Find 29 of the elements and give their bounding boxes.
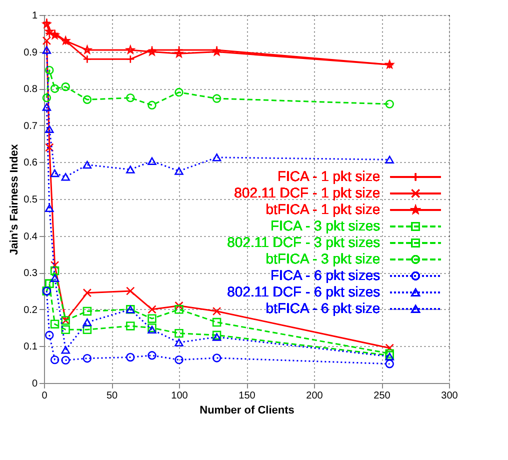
x-tick-label: 0 xyxy=(42,390,48,402)
x-tick-label: 50 xyxy=(106,390,118,402)
legend-label: 802.11 DCF - 3 pkt sizes xyxy=(227,234,380,250)
y-tick-label: 0 xyxy=(32,378,38,390)
y-tick-label: 0.9 xyxy=(24,47,38,58)
x-tick-label: 150 xyxy=(238,390,256,402)
x-tick-label: 200 xyxy=(306,390,324,402)
x-axis-title: Number of Clients xyxy=(200,404,294,416)
y-axis-title: Jain’s Fairness Index xyxy=(8,143,21,255)
legend-label: btFICA - 6 pkt size xyxy=(266,300,380,316)
legend-label: FICA - 3 pkt sizes xyxy=(270,217,380,234)
legend-label: btFICA - 3 pkt size xyxy=(266,250,380,266)
y-tick-label: 0.1 xyxy=(24,342,38,353)
y-tick-label: 0.5 xyxy=(24,194,38,206)
legend-label: 802.11 DCF - 1 pkt size xyxy=(234,184,380,200)
x-tick-label: 100 xyxy=(171,390,188,402)
legend-label: FICA - 6 pkt sizes xyxy=(270,266,380,283)
y-tick-label: 0.6 xyxy=(24,158,38,169)
y-tick-label: 0.8 xyxy=(24,84,38,96)
y-tick-label: 0.4 xyxy=(24,231,38,242)
legend-label: 802.11 DCF - 6 pkt sizes xyxy=(227,283,380,300)
x-tick-label: 250 xyxy=(374,390,391,402)
y-tick-label: 0.3 xyxy=(24,268,38,280)
y-tick-label: 1 xyxy=(32,10,38,22)
x-tick-label: 300 xyxy=(441,390,458,402)
legend-label: FICA - 1 pkt size xyxy=(277,168,380,184)
legend-label: btFICA - 1 pkt size xyxy=(266,200,380,217)
y-tick-label: 0.7 xyxy=(24,120,38,132)
y-tick-label: 0.2 xyxy=(24,304,38,316)
